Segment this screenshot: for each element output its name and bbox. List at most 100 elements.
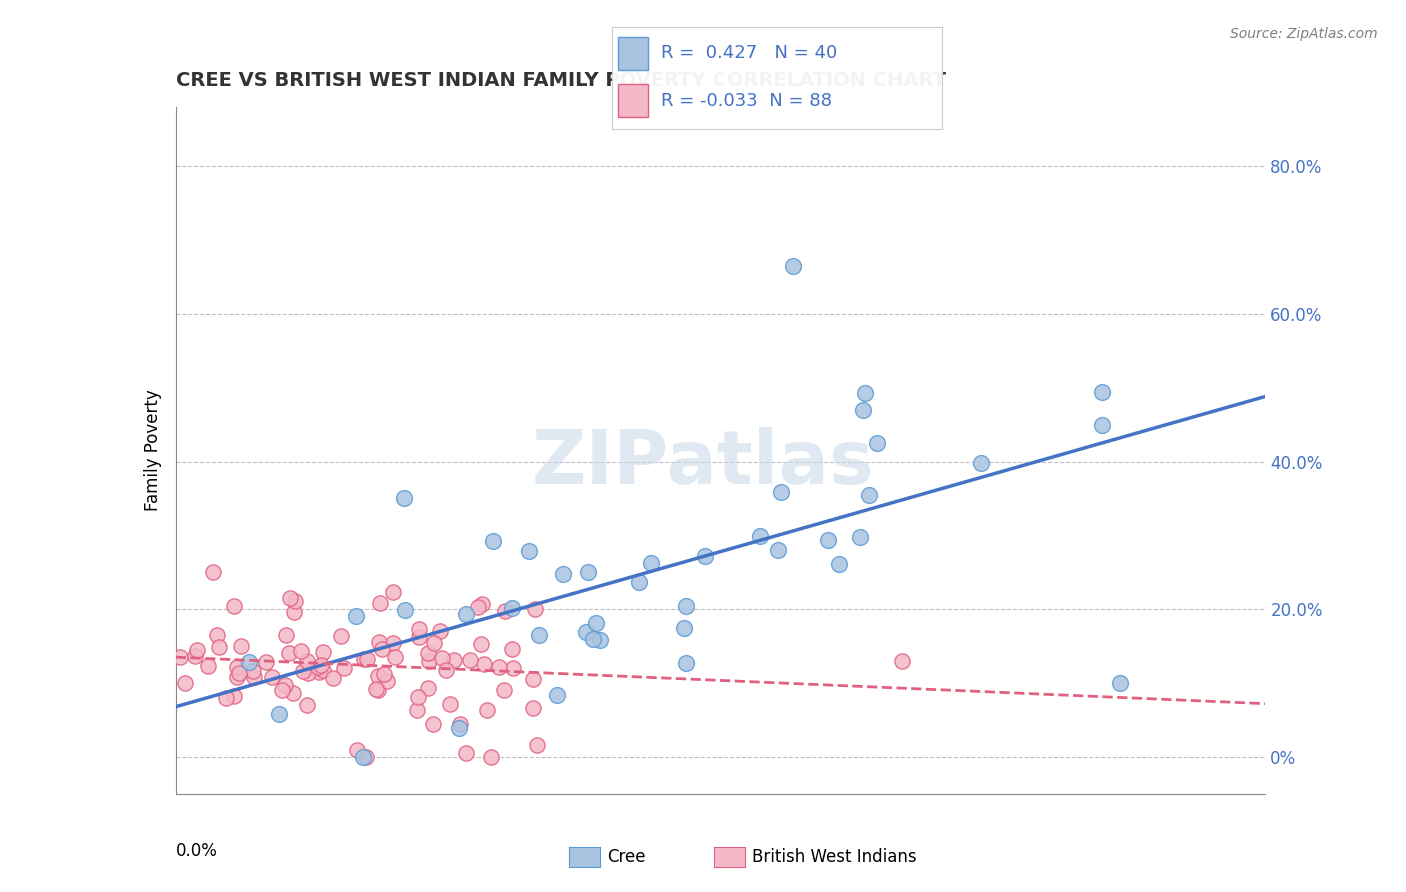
Point bbox=[174, 676, 197, 690]
Point bbox=[447, 721, 470, 735]
Point bbox=[439, 697, 461, 711]
Point bbox=[229, 639, 252, 653]
Point bbox=[228, 666, 250, 681]
Point bbox=[373, 666, 395, 681]
Text: Source: ZipAtlas.com: Source: ZipAtlas.com bbox=[1230, 27, 1378, 41]
Point bbox=[443, 653, 465, 667]
Point bbox=[283, 605, 305, 619]
Point bbox=[322, 671, 344, 685]
FancyBboxPatch shape bbox=[619, 84, 648, 117]
Point bbox=[640, 556, 662, 570]
Point bbox=[290, 644, 312, 658]
Point bbox=[408, 623, 430, 637]
Text: Cree: Cree bbox=[607, 848, 645, 866]
Point bbox=[770, 485, 793, 500]
Text: British West Indians: British West Indians bbox=[752, 848, 917, 866]
Point bbox=[576, 565, 599, 579]
Point bbox=[356, 750, 378, 764]
Point bbox=[479, 750, 502, 764]
Point bbox=[330, 629, 353, 643]
Point bbox=[197, 659, 219, 673]
Point bbox=[589, 633, 612, 648]
Point bbox=[416, 681, 439, 695]
Point bbox=[309, 658, 332, 673]
Point bbox=[768, 543, 790, 558]
Point bbox=[817, 533, 839, 547]
Point bbox=[254, 655, 277, 669]
Point bbox=[392, 491, 415, 505]
Point bbox=[475, 703, 498, 717]
Point bbox=[522, 672, 544, 686]
Point bbox=[208, 640, 231, 654]
Point bbox=[853, 386, 876, 401]
Point bbox=[470, 637, 492, 651]
Point bbox=[551, 566, 574, 581]
Point bbox=[526, 738, 548, 752]
FancyBboxPatch shape bbox=[619, 37, 648, 70]
Point bbox=[488, 660, 510, 674]
Point bbox=[429, 624, 451, 638]
Point bbox=[186, 643, 208, 657]
Point bbox=[408, 630, 430, 644]
Point bbox=[308, 665, 330, 680]
Point bbox=[675, 599, 697, 613]
Point bbox=[269, 706, 291, 721]
Point bbox=[575, 625, 598, 640]
Point bbox=[226, 660, 249, 674]
Point bbox=[297, 698, 319, 712]
Point bbox=[201, 566, 224, 580]
Point bbox=[828, 557, 851, 571]
Point bbox=[215, 691, 238, 706]
Point bbox=[225, 669, 247, 683]
Point bbox=[969, 456, 991, 470]
Point bbox=[222, 599, 245, 614]
Point bbox=[207, 628, 229, 642]
Point bbox=[858, 488, 880, 502]
Point bbox=[585, 615, 607, 630]
Point bbox=[278, 591, 301, 605]
Point bbox=[522, 701, 544, 715]
Point bbox=[628, 574, 651, 589]
Point bbox=[492, 682, 515, 697]
Point bbox=[333, 661, 356, 675]
Point bbox=[238, 655, 260, 669]
Point bbox=[494, 604, 516, 618]
Point bbox=[852, 402, 875, 417]
Y-axis label: Family Poverty: Family Poverty bbox=[143, 390, 162, 511]
Point bbox=[356, 652, 378, 666]
Point bbox=[367, 635, 389, 649]
Point bbox=[344, 608, 367, 623]
Point bbox=[502, 661, 524, 675]
Point bbox=[782, 259, 804, 273]
Text: CREE VS BRITISH WEST INDIAN FAMILY POVERTY CORRELATION CHART: CREE VS BRITISH WEST INDIAN FAMILY POVER… bbox=[176, 71, 946, 90]
Point bbox=[434, 663, 457, 677]
Point bbox=[418, 646, 440, 660]
Point bbox=[381, 636, 404, 650]
Point bbox=[367, 669, 389, 683]
Point bbox=[352, 750, 374, 764]
Point bbox=[273, 678, 295, 692]
Point bbox=[291, 665, 314, 679]
Point bbox=[418, 654, 440, 668]
Point bbox=[527, 628, 550, 642]
Point bbox=[1091, 384, 1114, 399]
Point bbox=[693, 549, 716, 563]
Point bbox=[517, 543, 540, 558]
Point bbox=[243, 670, 266, 684]
Point bbox=[295, 654, 318, 668]
Point bbox=[377, 674, 399, 689]
Point bbox=[278, 646, 301, 660]
Point bbox=[675, 657, 697, 671]
Point bbox=[224, 689, 246, 703]
Point bbox=[454, 607, 477, 621]
Point bbox=[1091, 417, 1114, 432]
Point bbox=[408, 690, 430, 704]
Point bbox=[546, 688, 568, 702]
Point bbox=[312, 663, 335, 677]
Point bbox=[471, 598, 494, 612]
Point bbox=[297, 666, 319, 681]
Point bbox=[891, 654, 914, 668]
Point bbox=[368, 596, 391, 610]
Point bbox=[423, 635, 446, 649]
Text: R =  0.427   N = 40: R = 0.427 N = 40 bbox=[661, 45, 838, 62]
